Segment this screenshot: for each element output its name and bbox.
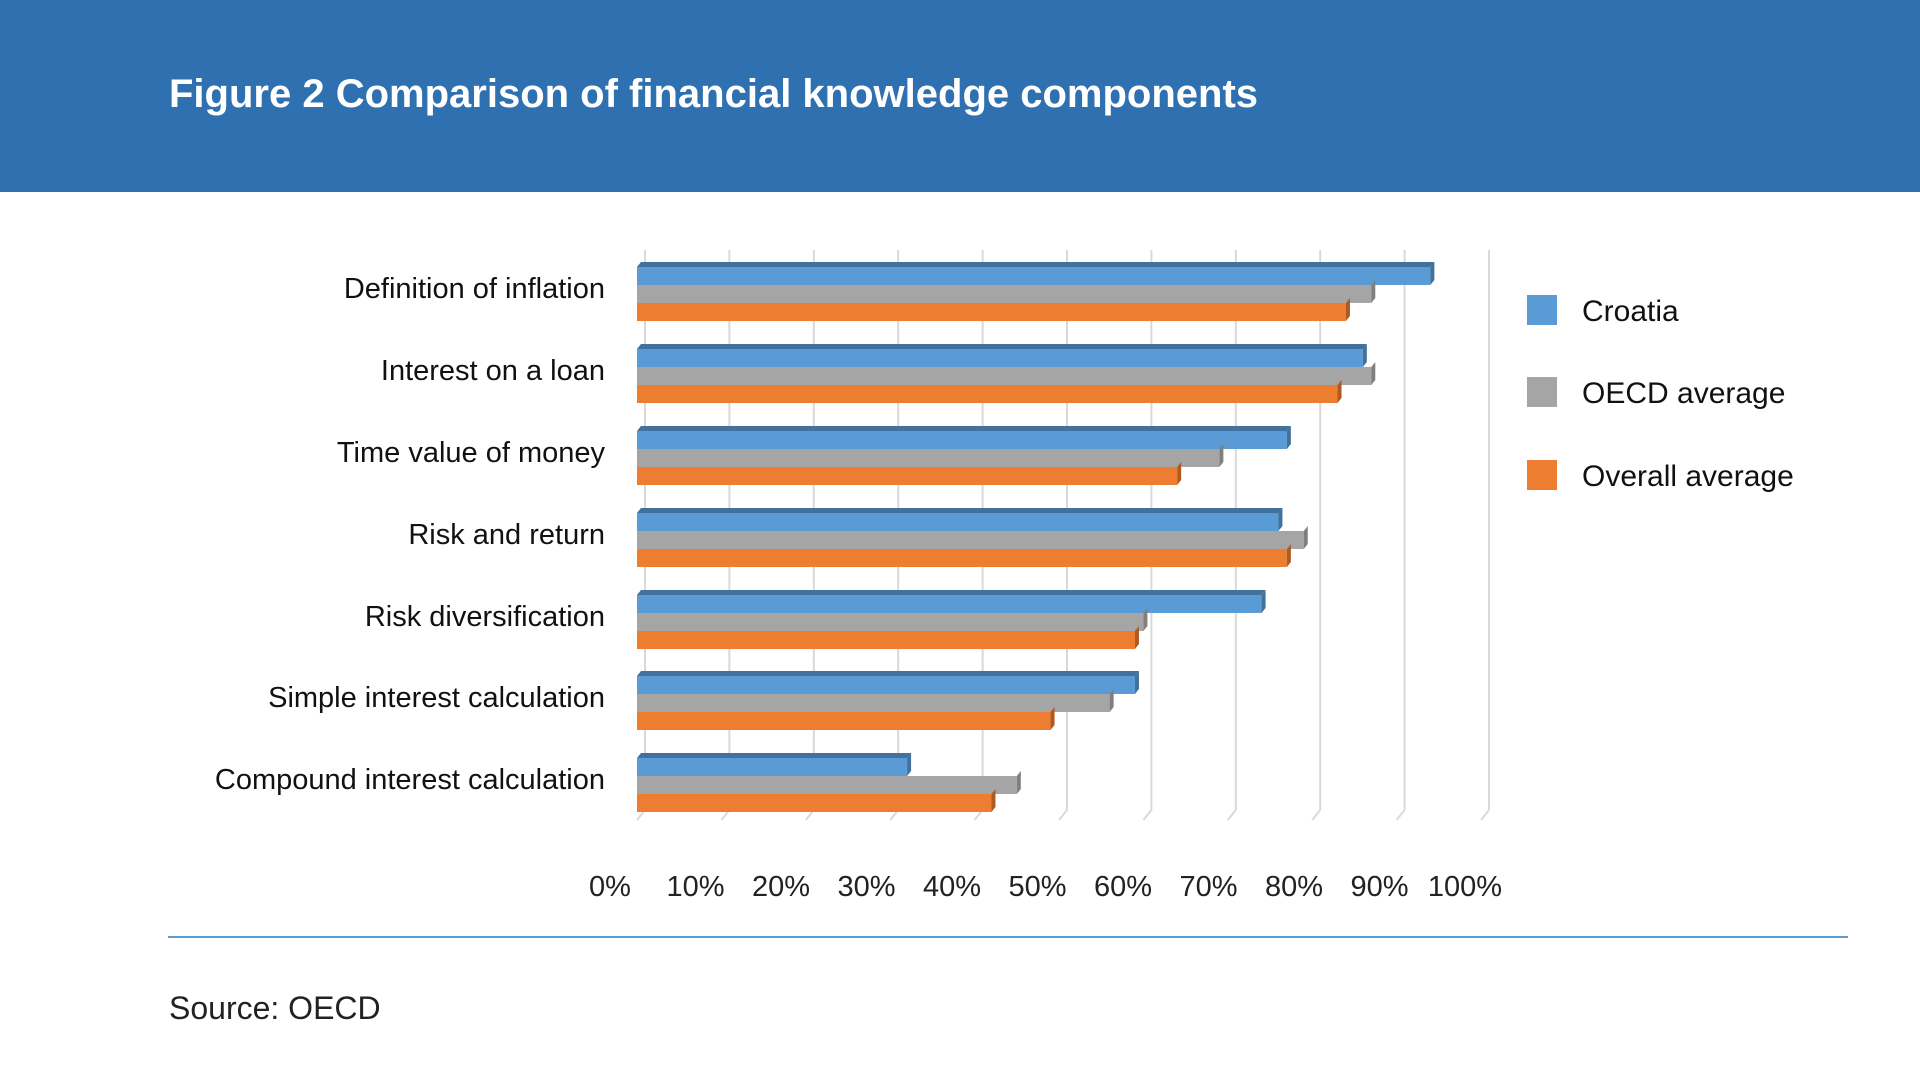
bar-oecd-average (637, 613, 1144, 631)
bar-croatia (637, 513, 1279, 531)
legend-swatch (1527, 377, 1557, 407)
figure-title: Figure 2 Comparison of financial knowled… (169, 72, 1259, 116)
bar-side (1430, 262, 1435, 285)
bar-oecd-average (637, 531, 1304, 549)
bar-side (1337, 380, 1342, 403)
x-tick-label: 20% (752, 871, 810, 903)
bar-top (637, 508, 1283, 513)
x-tick-label: 60% (1094, 871, 1152, 903)
category-label: Interest on a loan (381, 355, 605, 387)
bar-side (991, 789, 996, 812)
legend-swatch (1527, 460, 1557, 490)
x-tick-label: 50% (1008, 871, 1066, 903)
bar-croatia (637, 758, 908, 776)
source-note: Source: OECD (169, 990, 381, 1026)
bar-oecd-average (637, 449, 1220, 467)
bar-oecd-average (637, 694, 1110, 712)
bar-croatia (637, 676, 1135, 694)
bar-overall-average (637, 303, 1346, 321)
bar-croatia (637, 595, 1262, 613)
bar-side (1177, 462, 1182, 485)
bar-side (1286, 544, 1291, 567)
category-label: Simple interest calculation (268, 682, 605, 714)
bar-overall-average (637, 631, 1135, 649)
legend-label: OECD average (1582, 377, 1785, 410)
category-label: Risk and return (408, 519, 605, 551)
bar-side (1109, 689, 1114, 712)
bar-side (907, 753, 912, 776)
category-label: Risk diversification (365, 601, 605, 633)
bar-croatia (637, 349, 1363, 367)
divider (168, 936, 1848, 938)
legend-label: Croatia (1582, 295, 1679, 328)
bar-croatia (637, 431, 1287, 449)
x-tick-label: 70% (1179, 871, 1237, 903)
bar-side (1261, 590, 1266, 613)
bar-oecd-average (637, 285, 1372, 303)
bar-overall-average (637, 467, 1178, 485)
bar-overall-average (637, 549, 1287, 567)
bar-croatia (637, 267, 1431, 285)
category-label: Time value of money (337, 437, 606, 469)
bar-top (637, 344, 1367, 349)
floor-line (1311, 809, 1321, 821)
bar-side (1286, 426, 1291, 449)
floor-line (1480, 809, 1490, 821)
bar-oecd-average (637, 367, 1372, 385)
bar-side (1016, 771, 1021, 794)
bar-overall-average (637, 712, 1051, 730)
category-label: Definition of inflation (344, 273, 605, 305)
bar-side (1371, 280, 1376, 303)
floor-line (1227, 809, 1237, 821)
bar-side (1371, 362, 1376, 385)
bar-side (1134, 626, 1139, 649)
bar-top (637, 426, 1291, 431)
floor-line (1142, 809, 1153, 821)
bar-side (1134, 671, 1139, 694)
floor-line (1058, 809, 1068, 821)
x-tick-label: 90% (1350, 871, 1408, 903)
category-label: Compound interest calculation (215, 764, 605, 796)
bar-side (1345, 298, 1350, 321)
bar-side (1362, 344, 1367, 367)
legend-label: Overall average (1582, 460, 1794, 493)
bar-side (1143, 608, 1148, 631)
x-tick-label: 30% (837, 871, 895, 903)
floor-line (1395, 809, 1406, 821)
bar-side (1303, 526, 1308, 549)
bar-side (1278, 508, 1283, 531)
bar-oecd-average (637, 776, 1017, 794)
x-tick-label: 0% (589, 871, 631, 903)
bar-top (637, 262, 1435, 267)
x-tick-label: 10% (666, 871, 724, 903)
bar-top (637, 590, 1266, 595)
legend-swatch (1527, 295, 1557, 325)
header-banner: Figure 2 Comparison of financial knowled… (0, 0, 1920, 192)
bar-side (1219, 444, 1224, 467)
bar-overall-average (637, 794, 992, 812)
x-tick-label: 40% (923, 871, 981, 903)
bar-top (637, 753, 912, 758)
bar-top (637, 671, 1139, 676)
x-tick-label: 100% (1428, 871, 1502, 903)
bar-overall-average (637, 385, 1338, 403)
x-tick-label: 80% (1265, 871, 1323, 903)
bar-side (1050, 707, 1055, 730)
